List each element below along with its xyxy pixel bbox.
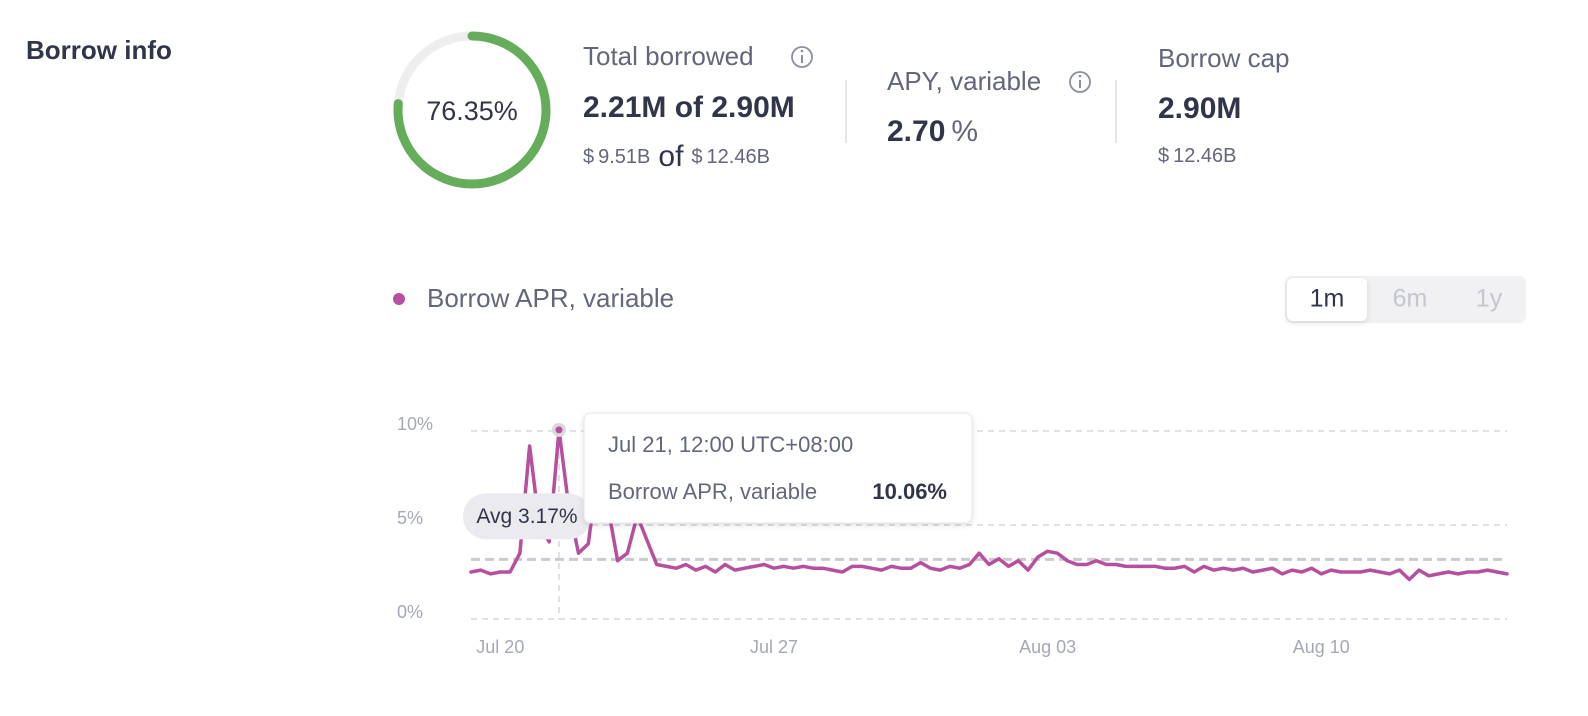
- y-tick-label: 5%: [397, 508, 423, 528]
- stat-value: 2.21M of 2.90M: [583, 91, 795, 124]
- usd-value: 9.51B: [598, 146, 650, 168]
- stat-label: Total borrowed: [583, 41, 754, 71]
- y-tick-label: 10%: [397, 414, 433, 434]
- gauge-label: 76.35%: [426, 96, 518, 126]
- average-pill: [463, 493, 591, 540]
- range-button[interactable]: 1m: [1310, 285, 1345, 313]
- x-tick-label: Jul 20: [476, 637, 524, 657]
- tooltip-series: Borrow APR, variable: [608, 479, 817, 504]
- stat-usd: $9.51B of $12.46B: [583, 140, 770, 173]
- tooltip-value: 10.06%: [872, 479, 947, 504]
- legend-label: Borrow APR, variable: [427, 283, 674, 313]
- range-selected-bg: [1287, 278, 1367, 321]
- range-button[interactable]: 1y: [1476, 285, 1503, 313]
- section-title: Borrow info: [26, 35, 172, 65]
- range-button[interactable]: 6m: [1393, 285, 1428, 313]
- usd-value: 12.46B: [1173, 145, 1236, 167]
- gauge-arc: [393, 31, 551, 189]
- x-tick-label: Aug 03: [1019, 637, 1076, 657]
- currency: $: [583, 146, 594, 168]
- tooltip-title: Jul 21, 12:00 UTC+08:00: [608, 432, 853, 457]
- average-label: Avg 3.17%: [476, 505, 577, 528]
- currency: $: [1158, 145, 1169, 167]
- stat-value: 2.70%: [887, 115, 978, 148]
- legend-marker: [393, 293, 405, 305]
- currency: $: [691, 146, 702, 168]
- x-tick-label: Aug 10: [1293, 637, 1350, 657]
- series-line: [469, 428, 1509, 582]
- usd-of: of: [658, 140, 684, 173]
- stat-label: Borrow cap: [1158, 43, 1290, 73]
- y-tick-label: 0%: [397, 602, 423, 622]
- apy-value: 2.70: [887, 115, 945, 148]
- apy-unit: %: [951, 115, 978, 148]
- hover-point: [555, 426, 563, 434]
- usd-value: 12.46B: [707, 146, 770, 168]
- info-icon[interactable]: [1069, 71, 1091, 93]
- x-tick-label: Jul 27: [750, 637, 798, 657]
- stat-value: 2.90M: [1158, 92, 1241, 125]
- stat-label: APY, variable: [887, 66, 1041, 96]
- tooltip: [583, 412, 973, 524]
- line-chart: 0% 5% 10% Jul 20 Jul 27 Aug 03 Aug 10 Avg 3.17%…: [397, 412, 1509, 657]
- info-icon[interactable]: [791, 46, 813, 68]
- stat-usd: $12.46B: [1158, 145, 1237, 167]
